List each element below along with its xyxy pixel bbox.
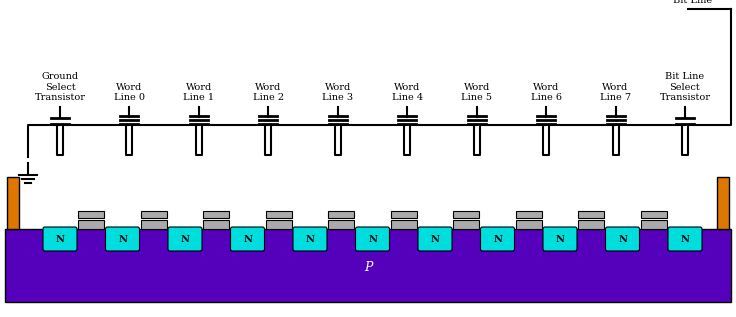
Text: Word
Line 4: Word Line 4 xyxy=(392,83,422,102)
Bar xyxy=(453,211,479,218)
Bar xyxy=(328,211,354,218)
Text: N: N xyxy=(681,236,690,244)
Text: N: N xyxy=(180,236,189,244)
Bar xyxy=(266,220,291,229)
Bar xyxy=(391,211,417,218)
Text: Bit Line
Select
Transistor: Bit Line Select Transistor xyxy=(659,72,710,102)
Bar xyxy=(141,211,167,218)
Bar xyxy=(203,220,229,229)
Text: P: P xyxy=(364,261,372,274)
Text: Bit Line: Bit Line xyxy=(673,0,712,5)
Bar xyxy=(641,220,667,229)
Bar xyxy=(78,211,105,218)
Text: N: N xyxy=(118,236,127,244)
Text: N: N xyxy=(618,236,627,244)
Text: Word
Line 3: Word Line 3 xyxy=(322,83,353,102)
FancyBboxPatch shape xyxy=(668,227,702,251)
Bar xyxy=(516,211,542,218)
Text: N: N xyxy=(493,236,502,244)
FancyBboxPatch shape xyxy=(43,227,77,251)
Bar xyxy=(141,220,167,229)
Text: Word
Line 5: Word Line 5 xyxy=(461,83,492,102)
Text: N: N xyxy=(556,236,565,244)
FancyBboxPatch shape xyxy=(543,227,577,251)
Text: Word
Line 6: Word Line 6 xyxy=(531,83,562,102)
Bar xyxy=(453,220,479,229)
Text: Word
Line 1: Word Line 1 xyxy=(183,83,214,102)
Bar xyxy=(203,211,229,218)
FancyBboxPatch shape xyxy=(293,227,327,251)
Bar xyxy=(5,229,731,302)
Bar xyxy=(578,220,604,229)
Bar xyxy=(516,220,542,229)
FancyBboxPatch shape xyxy=(606,227,640,251)
Bar xyxy=(391,220,417,229)
FancyBboxPatch shape xyxy=(355,227,389,251)
Text: N: N xyxy=(243,236,252,244)
FancyBboxPatch shape xyxy=(168,227,202,251)
Text: N: N xyxy=(368,236,377,244)
FancyBboxPatch shape xyxy=(105,227,140,251)
Text: Word
Line 0: Word Line 0 xyxy=(114,83,145,102)
Text: N: N xyxy=(431,236,439,244)
FancyBboxPatch shape xyxy=(418,227,452,251)
Text: Word
Line 2: Word Line 2 xyxy=(252,83,284,102)
Bar xyxy=(641,211,667,218)
Bar xyxy=(266,211,291,218)
Bar xyxy=(717,177,729,229)
Text: N: N xyxy=(55,236,65,244)
FancyBboxPatch shape xyxy=(230,227,264,251)
Text: Ground
Select
Transistor: Ground Select Transistor xyxy=(35,72,85,102)
Text: N: N xyxy=(305,236,314,244)
Bar xyxy=(328,220,354,229)
FancyBboxPatch shape xyxy=(481,227,514,251)
Bar xyxy=(78,220,105,229)
Text: Word
Line 7: Word Line 7 xyxy=(600,83,631,102)
Bar xyxy=(578,211,604,218)
Bar xyxy=(7,177,19,229)
